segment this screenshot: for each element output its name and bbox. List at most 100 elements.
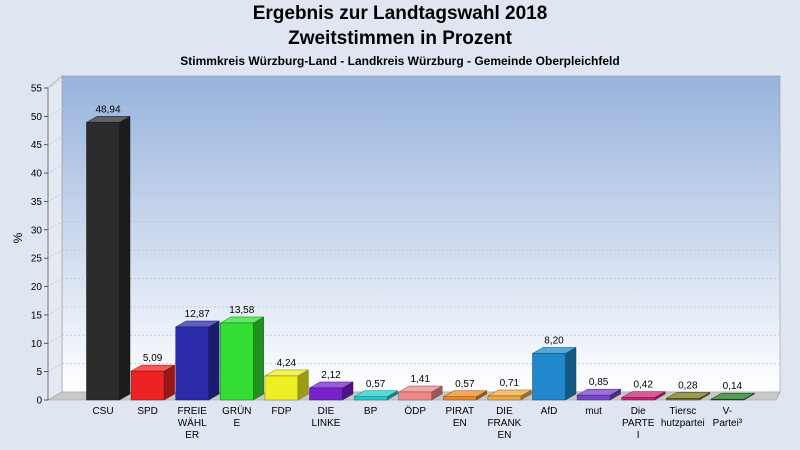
x-tick-label: V-Partei³	[713, 406, 743, 429]
bar-front	[532, 353, 566, 401]
grid-line-side	[47, 79, 63, 89]
bar-side	[565, 347, 577, 401]
bar-front	[130, 370, 165, 401]
x-tick-label-line: V-	[723, 406, 732, 417]
bar	[174, 320, 221, 401]
bar-front	[443, 396, 477, 401]
grid-line-side	[47, 249, 63, 259]
x-tick-label: ÖDP	[404, 405, 426, 417]
plot-side-wall	[47, 75, 63, 401]
bar-value-label: 1,41	[410, 374, 430, 385]
bar	[397, 385, 444, 401]
bar-value-label: 4,24	[277, 358, 297, 369]
bar-value-label: 5,09	[143, 353, 163, 364]
y-tick-label: 35	[31, 197, 43, 208]
bar-value-label: 0,28	[678, 380, 698, 391]
bar	[620, 391, 667, 401]
bar-value-label: 8,20	[544, 335, 564, 346]
y-tick-label: 55	[31, 84, 43, 95]
bar-front	[621, 397, 655, 401]
bar	[353, 390, 399, 401]
y-tick-label: 30	[31, 225, 43, 236]
bar-front	[353, 396, 388, 401]
bar-value-label: 2,12	[321, 370, 341, 381]
bar-front	[576, 394, 611, 401]
y-tick-label: 15	[31, 310, 43, 321]
bar-value-label: 0,71	[500, 378, 520, 389]
x-tick-label: FREIE WÄHL ER	[177, 406, 207, 441]
chart-location: Stimmkreis Würzburg-Land - Landkreis Wür…	[180, 54, 620, 68]
bar-value-label: 0,85	[589, 377, 609, 388]
bar-front	[309, 387, 343, 401]
bar-front	[86, 122, 120, 401]
bar	[576, 388, 622, 401]
bar-side	[253, 316, 265, 401]
x-tick-label: DIE LINKE	[312, 406, 341, 429]
grid-line-side	[47, 278, 63, 287]
grid-line-side	[47, 334, 63, 344]
bar-front	[710, 398, 745, 401]
bar-value-label: 0,42	[633, 380, 653, 391]
bar	[486, 389, 533, 401]
x-tick-label: CSU	[92, 406, 113, 417]
x-tick-label: SPD	[137, 406, 158, 417]
y-tick-label: 45	[31, 140, 43, 151]
grid-line-side	[47, 164, 63, 174]
x-tick-label-line: LINKE	[312, 418, 341, 429]
x-tick-label: AfD	[541, 406, 558, 417]
grid-line-side	[47, 136, 63, 146]
grid-line-side	[47, 108, 63, 117]
bar	[263, 369, 310, 401]
grid-line-side	[47, 306, 63, 316]
bar-value-label: 13,58	[229, 305, 254, 316]
x-tick-label-line: Die	[631, 406, 646, 417]
bar-side	[208, 320, 220, 401]
x-tick-label-line: mut	[585, 406, 602, 417]
y-tick-label: 25	[31, 254, 43, 265]
bar-value-label: 0,14	[723, 381, 743, 392]
x-tick-label-line: AfD	[541, 406, 558, 417]
x-tick-label-line: WÄHL	[178, 417, 207, 429]
y-tick-label: 10	[31, 339, 43, 350]
bar	[665, 391, 711, 401]
x-tick-label: FDP	[271, 406, 291, 417]
x-tick-label: BP	[364, 406, 378, 417]
bar	[85, 115, 131, 401]
y-tick-label: 50	[31, 112, 43, 123]
bar	[709, 392, 756, 401]
grid-line-side	[47, 193, 63, 202]
chart-title: Ergebnis zur Landtagswahl 2018	[252, 3, 548, 24]
x-tick-label-line: ER	[185, 430, 199, 441]
x-tick-label-line: FRANK	[487, 418, 521, 429]
chart-subtitle: Zweitstimmen in Prozent	[288, 28, 512, 49]
bar	[130, 364, 176, 401]
bar-value-label: 0,57	[455, 379, 475, 390]
bar-value-label: 0,57	[366, 379, 386, 390]
bar-value-label: 48,94	[95, 104, 120, 115]
bar-front	[666, 398, 700, 401]
bar-front	[487, 395, 522, 401]
x-tick-label-line: Tiersc	[669, 406, 696, 417]
y-tick-label: 0	[36, 396, 42, 407]
x-tick-label-line: Partei³	[713, 418, 743, 429]
x-tick-label-line: PIRAT	[445, 406, 474, 417]
x-tick-label-line: I	[637, 430, 640, 441]
x-tick-label-line: FDP	[271, 406, 291, 417]
bar-front	[220, 322, 254, 401]
grid-line-side	[47, 363, 63, 372]
plot-back-wall	[61, 75, 781, 393]
x-tick-label: GRÜN E	[222, 405, 251, 429]
x-tick-label-line: GRÜN	[222, 405, 251, 417]
y-tick-label: 20	[31, 282, 43, 293]
bar	[442, 390, 488, 401]
x-tick-label: Die PARTE I	[622, 406, 655, 441]
x-tick-label-line: EN	[453, 418, 467, 429]
x-tick-label-line: DIE	[496, 406, 513, 417]
bar	[308, 381, 354, 401]
x-tick-label-line: FREIE	[177, 406, 207, 417]
bar-value-label: 12,87	[185, 309, 210, 320]
x-tick-label-line: ÖDP	[404, 405, 426, 417]
x-tick-label-line: PARTE	[622, 418, 655, 429]
x-tick-label-line: SPD	[137, 406, 158, 417]
